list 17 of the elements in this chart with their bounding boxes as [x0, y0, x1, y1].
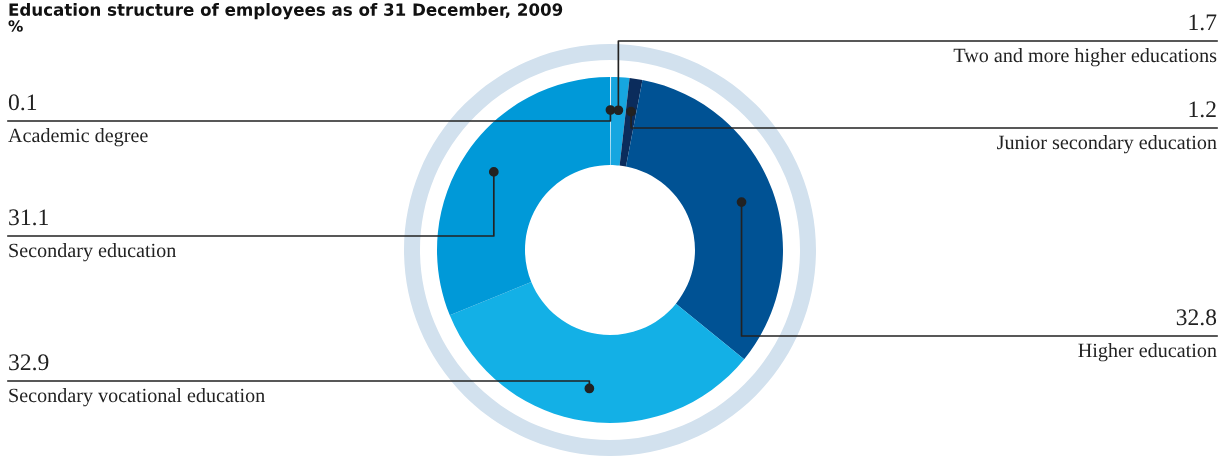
- data-label: 32.8: [1176, 309, 1217, 326]
- data-label: 32.9: [9, 354, 49, 371]
- slice-label: Secondary vocational education: [9, 388, 265, 407]
- slice-label: Higher education: [1078, 343, 1217, 362]
- donut-slice: [437, 77, 610, 316]
- donut-slice: [625, 80, 783, 360]
- data-label: 1.7: [1189, 14, 1217, 31]
- slice-label: Two and more higher educations: [953, 48, 1217, 67]
- chart-title: Education structure of employees as of 31 December, 2009: [9, 3, 563, 20]
- data-label: 1.2: [1189, 101, 1216, 118]
- slice-label: Junior secondary education: [997, 135, 1217, 154]
- chart-subtitle: %: [8, 20, 23, 32]
- slice-label: Academic degree: [8, 128, 148, 147]
- data-label: 31.1: [9, 209, 48, 226]
- slice-label: Secondary education: [9, 243, 177, 262]
- data-label: 0.1: [8, 94, 37, 111]
- donut-slice: [449, 282, 745, 423]
